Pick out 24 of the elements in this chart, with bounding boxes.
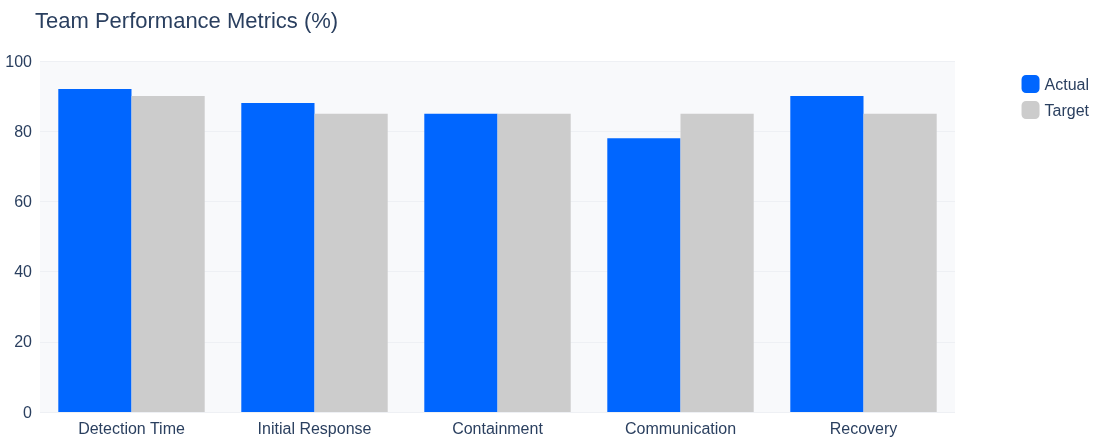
y-tick-label: 80 (14, 122, 33, 140)
bar (424, 113, 498, 412)
y-tick-label: 20 (14, 333, 33, 351)
y-tick-label: 40 (14, 263, 33, 281)
bar (497, 113, 571, 412)
bar (790, 96, 864, 412)
x-tick-label: Recovery (829, 419, 898, 437)
bar (241, 103, 315, 412)
bar (58, 89, 132, 412)
bar (680, 113, 754, 412)
x-tick-label: Containment (452, 419, 544, 437)
bar (863, 113, 937, 412)
x-tick-label: Detection Time (78, 419, 185, 437)
y-tick-label: 100 (5, 52, 33, 70)
chart-title: Team Performance Metrics (%) (35, 7, 339, 33)
x-tick-label: Communication (624, 419, 737, 437)
bar (131, 96, 205, 412)
legend-label: Target (1044, 101, 1090, 119)
bar (314, 113, 388, 412)
y-tick-label: 60 (14, 192, 33, 210)
y-tick-label: 0 (23, 403, 33, 421)
legend-label: Actual (1044, 75, 1089, 93)
bar (607, 138, 681, 412)
x-tick-label: Initial Response (257, 419, 372, 437)
